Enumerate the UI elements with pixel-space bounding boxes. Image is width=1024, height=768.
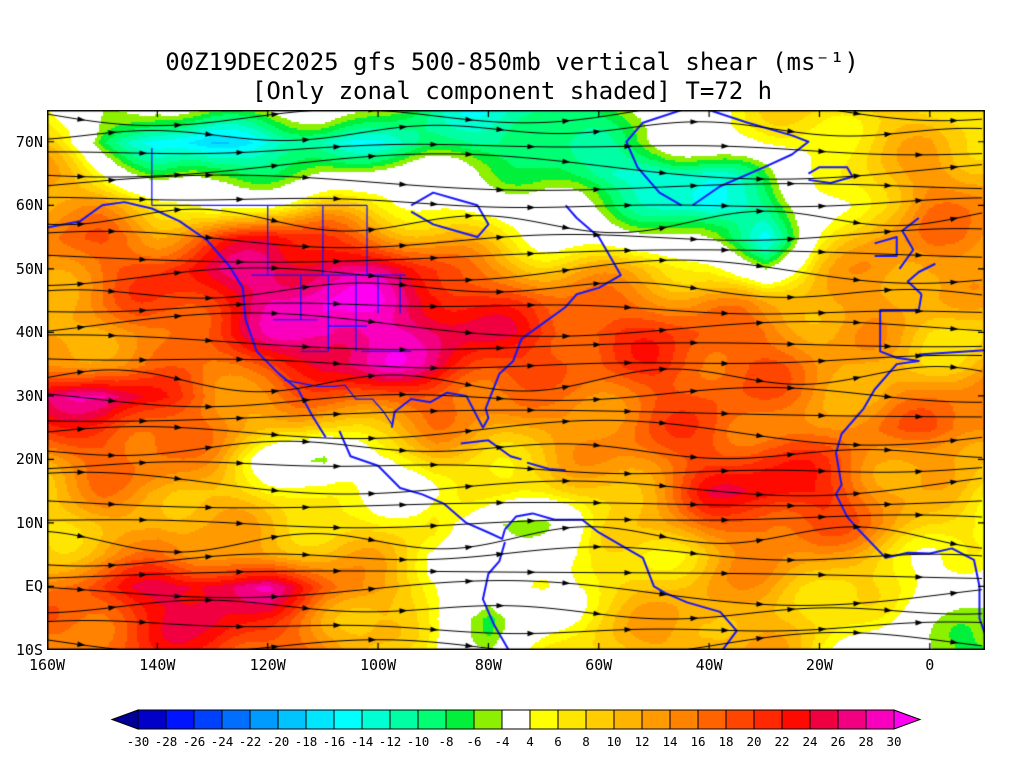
colorbar-segment <box>305 709 335 730</box>
colorbar-tick-label: 18 <box>718 734 733 749</box>
lat-tick-label: 10N <box>15 513 43 532</box>
lat-tick-label: 20N <box>15 450 43 469</box>
lon-tick-label: 140W <box>139 656 176 674</box>
map-plot-area: 70N 60N 50N 40N 30N 20N 10N EQ 10S 160W 140W 120W 1… <box>16 110 985 673</box>
lat-tick-label: 50N <box>15 259 43 278</box>
lon-tick-label: 80W <box>474 656 502 674</box>
colorbar-segment <box>725 709 755 730</box>
colorbar-segment <box>473 709 503 730</box>
colorbar-segment <box>641 709 671 730</box>
lat-tick-label: 70N <box>15 132 43 151</box>
colorbar-tick-label: 10 <box>606 734 621 749</box>
colorbar-tick-label: 24 <box>802 734 817 749</box>
colorbar-segment <box>501 709 531 730</box>
shear-map-canvas <box>47 110 985 650</box>
colorbar-tick-label: -24 <box>211 734 234 749</box>
colorbar-tick-label: 8 <box>582 734 590 749</box>
colorbar-tick-label: 6 <box>554 734 562 749</box>
lon-tick-label: 20W <box>805 656 834 674</box>
colorbar-tick-label: -26 <box>183 734 206 749</box>
colorbar-tick-label: -20 <box>267 734 290 749</box>
colorbar-segment <box>389 709 419 730</box>
colorbar-tick-label: 22 <box>774 734 789 749</box>
colorbar-arrow <box>893 709 922 730</box>
colorbar-segment <box>753 709 783 730</box>
colorbar-segment <box>781 709 811 730</box>
lat-tick-label: 60N <box>15 196 43 215</box>
colorbar-tick-label: -4 <box>494 734 509 749</box>
colorbar-tick-label: -16 <box>323 734 346 749</box>
colorbar-segment <box>613 709 643 730</box>
colorbar-tick-label: -30 <box>127 734 150 749</box>
colorbar-tick-label: 16 <box>690 734 705 749</box>
colorbar-segment <box>193 709 223 730</box>
colorbar: -30 -28 -26 -24 -22 -20 -18 -16 -14 -12 -10 -8 -6 -4 4… <box>110 709 922 749</box>
colorbar-tick-label: -10 <box>407 734 430 749</box>
colorbar-segment <box>529 709 559 730</box>
colorbar-tick-label: -8 <box>438 734 453 749</box>
colorbar-tick-label: -12 <box>379 734 402 749</box>
colorbar-tick-label: 14 <box>662 734 677 749</box>
colorbar-tick-label: -18 <box>295 734 318 749</box>
lon-tick-label: 160W <box>28 656 66 674</box>
colorbar-tick-label: 30 <box>886 734 901 749</box>
lon-tick-label: 100W <box>359 656 397 674</box>
lon-tick-label: 120W <box>249 656 286 674</box>
lon-tick-label: 40W <box>695 656 723 674</box>
chart-title: 00Z19DEC2025 gfs 500-850mb vertical shea… <box>165 48 859 76</box>
colorbar-segment <box>697 709 727 730</box>
chart-subtitle: [Only zonal component shaded] T=72 h <box>251 77 773 105</box>
colorbar-tick-label: -6 <box>466 734 481 749</box>
lat-tick-label: 10S <box>15 641 43 659</box>
colorbar-tick-label: -22 <box>239 734 262 749</box>
colorbar-tick-label: 20 <box>746 734 761 749</box>
colorbar-tick-label: -14 <box>351 734 374 749</box>
lat-tick-label: 40N <box>15 323 43 342</box>
colorbar-tick-label: 26 <box>830 734 845 749</box>
colorbar-segment <box>837 709 867 730</box>
colorbar-tick-label: 12 <box>634 734 649 749</box>
colorbar-segment <box>221 709 251 730</box>
lon-tick-label: 60W <box>585 656 613 674</box>
colorbar-segment <box>669 709 699 730</box>
colorbar-segment <box>165 709 195 730</box>
colorbar-segment <box>417 709 447 730</box>
colorbar-arrow <box>110 709 139 730</box>
lat-tick-label: EQ <box>24 577 43 596</box>
colorbar-segment <box>277 709 307 730</box>
colorbar-segment <box>249 709 279 730</box>
colorbar-segment <box>445 709 475 730</box>
colorbar-segment <box>809 709 839 730</box>
colorbar-tick-label: 28 <box>858 734 873 749</box>
colorbar-segment <box>361 709 391 730</box>
colorbar-tick-label: 4 <box>526 734 534 749</box>
colorbar-segment <box>333 709 363 730</box>
colorbar-segment <box>585 709 615 730</box>
colorbar-segment <box>865 709 895 730</box>
lat-tick-label: 30N <box>15 386 43 405</box>
colorbar-segment <box>557 709 587 730</box>
colorbar-tick-label: -28 <box>155 734 178 749</box>
lon-tick-label: 0 <box>925 656 935 674</box>
colorbar-segment <box>137 709 167 730</box>
